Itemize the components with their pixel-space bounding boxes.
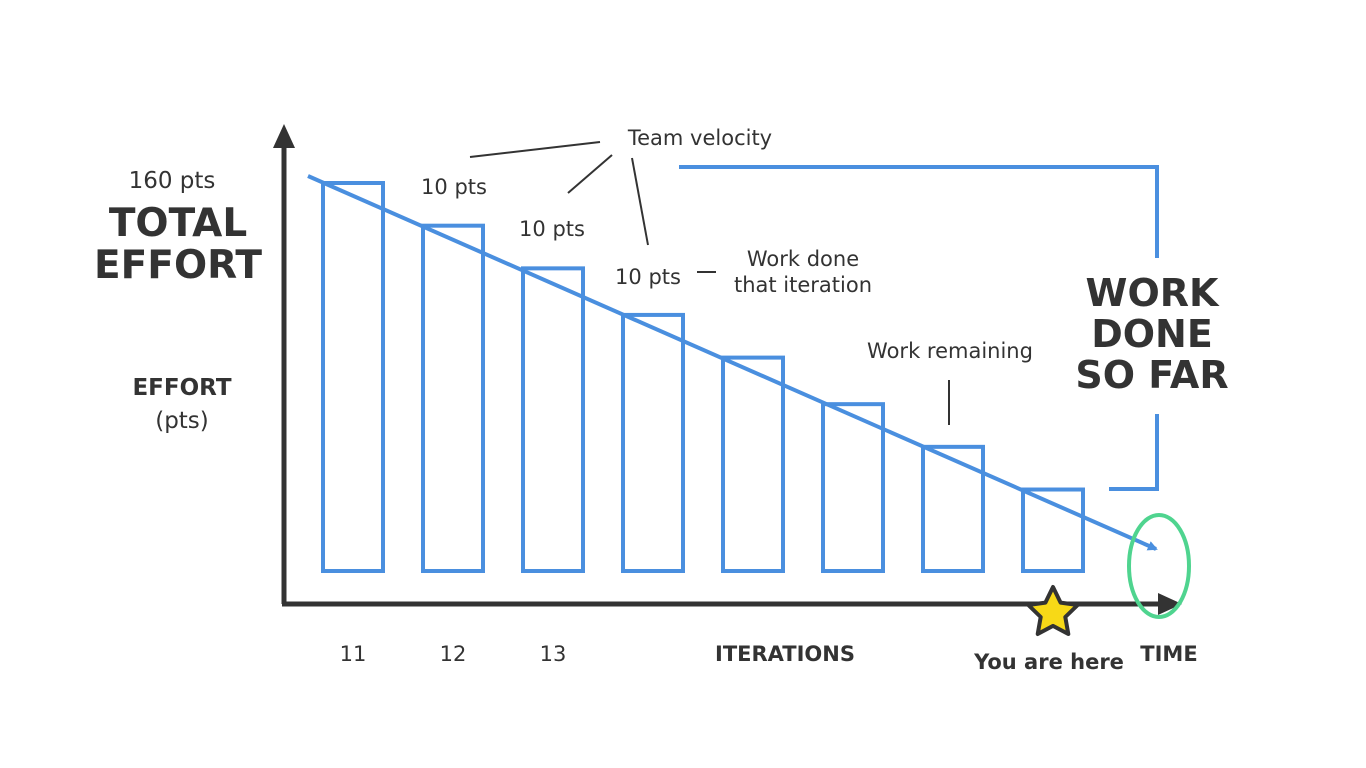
work-done-so-far-line2: DONE xyxy=(1091,312,1213,356)
velocity-pts-label: 10 pts xyxy=(519,217,585,241)
iteration-bar xyxy=(1021,487,1085,573)
y-axis-title-line1: EFFORT xyxy=(132,375,231,401)
bracket-bottom xyxy=(1109,414,1159,491)
x-axis-arrowhead xyxy=(1158,593,1182,615)
y-axis-arrowhead xyxy=(273,124,295,148)
iteration-bar xyxy=(821,402,885,573)
completion-marker xyxy=(1127,513,1191,619)
total-effort-line2: EFFORT xyxy=(94,243,262,288)
iteration-bar xyxy=(521,266,585,573)
work-remaining-label: Work remaining xyxy=(867,339,1033,363)
velocity-pts-label: 10 pts xyxy=(615,265,681,289)
x-tick-label: 11 xyxy=(340,642,367,666)
velocity-callout-2 xyxy=(567,154,613,194)
you-are-here-label: You are here xyxy=(973,650,1124,674)
time-label: TIME xyxy=(1140,642,1197,666)
velocity-callout-1 xyxy=(469,141,601,158)
callout-lines xyxy=(469,141,950,425)
velocity-pts-label: 10 pts xyxy=(421,175,487,199)
work-done-label-line2: that iteration xyxy=(734,273,872,297)
iteration-bar xyxy=(721,355,785,573)
x-axis-title: ITERATIONS xyxy=(715,642,855,666)
bracket-top xyxy=(679,165,1159,258)
team-velocity-label: Team velocity xyxy=(627,126,772,150)
x-tick-label: 12 xyxy=(440,642,467,666)
work-done-so-far-line1: WORK xyxy=(1086,271,1220,315)
iteration-bar xyxy=(921,444,985,573)
x-tick-label: 13 xyxy=(540,642,567,666)
y-axis-title-line2: (pts) xyxy=(155,408,209,434)
iteration-bar xyxy=(321,181,385,573)
work-done-so-far-line3: SO FAR xyxy=(1075,353,1228,397)
work-done-bracket xyxy=(679,165,1159,491)
top-value-label: 160 pts xyxy=(129,168,216,194)
velocity-callout-3 xyxy=(631,157,649,246)
axes xyxy=(273,124,1182,615)
work-done-label-line1: Work done xyxy=(747,247,859,271)
total-effort-line1: TOTAL xyxy=(109,201,247,246)
burndown-trend-line xyxy=(307,174,1158,551)
star-icon xyxy=(1026,585,1080,636)
iteration-bar xyxy=(621,312,685,573)
iteration-bar xyxy=(421,223,485,573)
iteration-bars xyxy=(321,181,1085,573)
